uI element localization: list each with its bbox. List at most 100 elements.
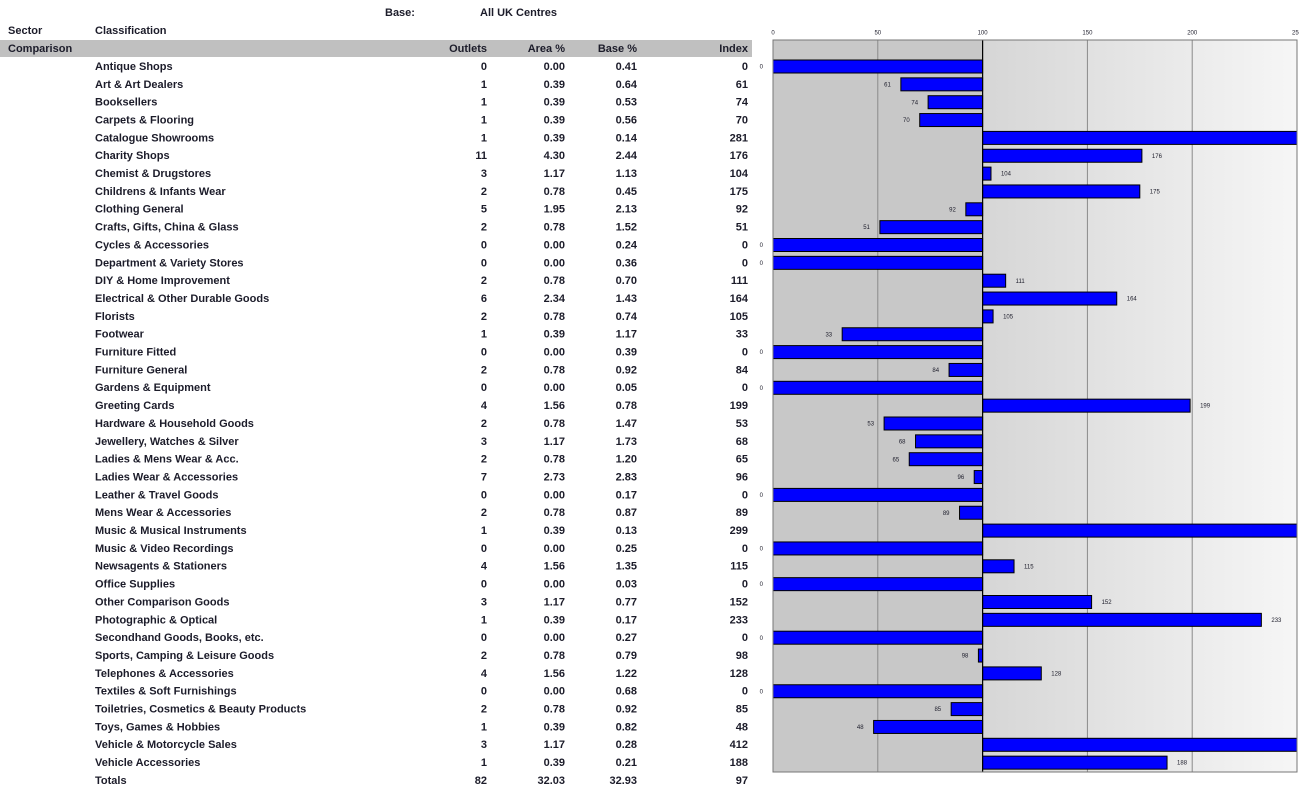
row-cell: 0.78 xyxy=(616,400,637,412)
row-cell: 3 xyxy=(481,739,487,751)
row-cell: 1 xyxy=(481,114,487,126)
row-cell: 0.70 xyxy=(616,275,637,287)
bar-label: 70 xyxy=(903,118,910,124)
bar xyxy=(841,327,984,342)
totals-cell: 32.03 xyxy=(537,775,565,787)
row-classification: Ladies Wear & Accessories xyxy=(95,471,238,483)
row-classification: Hardware & Household Goods xyxy=(95,418,254,430)
row-classification: Antique Shops xyxy=(95,61,173,73)
bar xyxy=(919,113,984,128)
row-cell: 0.78 xyxy=(544,704,565,716)
row-cell: 98 xyxy=(736,650,748,662)
row-cell: 11 xyxy=(475,150,487,162)
row-cell: 1.56 xyxy=(544,561,565,573)
row-cell: 0.74 xyxy=(616,311,638,323)
row-cell: 0.28 xyxy=(616,739,637,751)
row-cell: 0.17 xyxy=(616,489,637,501)
bar-label: 233 xyxy=(1271,618,1282,624)
row-cell: 0.39 xyxy=(544,79,565,91)
x-tick-label: 100 xyxy=(978,31,989,37)
row-classification: Carpets & Flooring xyxy=(95,114,194,126)
row-cell: 1.17 xyxy=(616,329,637,341)
bar-label: 84 xyxy=(932,368,939,374)
row-cell: 74 xyxy=(736,97,749,109)
row-cell: 0.27 xyxy=(616,632,637,644)
row-cell: 2 xyxy=(481,650,487,662)
bar xyxy=(973,470,984,485)
bar xyxy=(773,684,984,699)
bar-label: 188 xyxy=(1177,761,1188,767)
row-cell: 0.00 xyxy=(544,347,565,359)
sector-band xyxy=(0,40,752,57)
row-classification: Leather & Travel Goods xyxy=(95,489,218,501)
row-cell: 68 xyxy=(736,436,748,448)
row-cell: 1 xyxy=(481,329,487,341)
row-cell: 0.77 xyxy=(616,596,637,608)
row-cell: 0 xyxy=(481,257,487,269)
row-classification: Art & Art Dealers xyxy=(95,79,183,91)
row-classification: Gardens & Equipment xyxy=(95,382,211,394)
bar xyxy=(773,255,984,270)
row-classification: Florists xyxy=(95,311,135,323)
bar-label: 111 xyxy=(1016,279,1026,285)
row-cell: 1.20 xyxy=(616,454,637,466)
bar-label: 105 xyxy=(1003,314,1014,320)
row-classification: Toys, Games & Hobbies xyxy=(95,721,220,733)
row-classification: Catalogue Showrooms xyxy=(95,132,214,144)
row-classification: Secondhand Goods, Books, etc. xyxy=(95,632,264,644)
row-classification: Vehicle Accessories xyxy=(95,757,200,769)
row-cell: 51 xyxy=(736,222,748,234)
row-cell: 2.44 xyxy=(616,150,638,162)
bar xyxy=(915,434,984,449)
row-cell: 104 xyxy=(730,168,749,180)
row-cell: 0.78 xyxy=(544,650,565,662)
row-cell: 0 xyxy=(481,632,487,644)
row-cell: 0.14 xyxy=(616,132,638,144)
row-classification: Office Supplies xyxy=(95,579,175,591)
totals-classification: Totals xyxy=(95,775,127,787)
row-cell: 0.68 xyxy=(616,686,637,698)
bar-label: 115 xyxy=(1024,564,1034,570)
row-cell: 176 xyxy=(730,150,748,162)
row-classification: Electrical & Other Durable Goods xyxy=(95,293,269,305)
row-cell: 111 xyxy=(731,275,748,287)
row-classification: Furniture Fitted xyxy=(95,347,176,359)
row-classification: Greeting Cards xyxy=(95,400,174,412)
row-cell: 1.56 xyxy=(544,668,565,680)
row-cell: 128 xyxy=(730,668,748,680)
row-cell: 4 xyxy=(481,400,488,412)
row-cell: 0.92 xyxy=(616,364,637,376)
row-cell: 0 xyxy=(481,686,487,698)
bar xyxy=(965,202,984,217)
row-classification: Toiletries, Cosmetics & Beauty Products xyxy=(95,704,306,716)
row-classification: Music & Musical Instruments xyxy=(95,525,247,537)
bar-label: 89 xyxy=(943,511,950,517)
row-cell: 2 xyxy=(481,418,487,430)
bar-label: 48 xyxy=(857,725,864,731)
bar xyxy=(927,95,984,110)
bar xyxy=(773,380,984,395)
row-cell: 0.00 xyxy=(544,239,565,251)
x-tick-label: 0 xyxy=(771,31,775,37)
row-cell: 0 xyxy=(481,543,487,555)
bar xyxy=(959,505,984,520)
row-cell: 0.25 xyxy=(616,543,637,555)
bar-label: 164 xyxy=(1127,297,1138,303)
sector-name: Comparison xyxy=(8,43,72,55)
row-classification: Childrens & Infants Wear xyxy=(95,186,226,198)
bar xyxy=(773,577,984,592)
row-cell: 0 xyxy=(742,61,748,73)
row-cell: 0 xyxy=(742,579,748,591)
row-cell: 4.30 xyxy=(544,150,565,162)
row-cell: 0.79 xyxy=(616,650,637,662)
bar xyxy=(982,309,994,324)
row-cell: 0.78 xyxy=(544,311,565,323)
row-cell: 0 xyxy=(742,686,748,698)
totals-cell: 32.93 xyxy=(609,775,637,787)
bar-label: 176 xyxy=(1152,154,1163,160)
row-cell: 299 xyxy=(730,525,748,537)
row-cell: 1.95 xyxy=(544,204,565,216)
row-cell: 1 xyxy=(481,525,487,537)
row-cell: 6 xyxy=(481,293,487,305)
bar xyxy=(773,541,984,556)
